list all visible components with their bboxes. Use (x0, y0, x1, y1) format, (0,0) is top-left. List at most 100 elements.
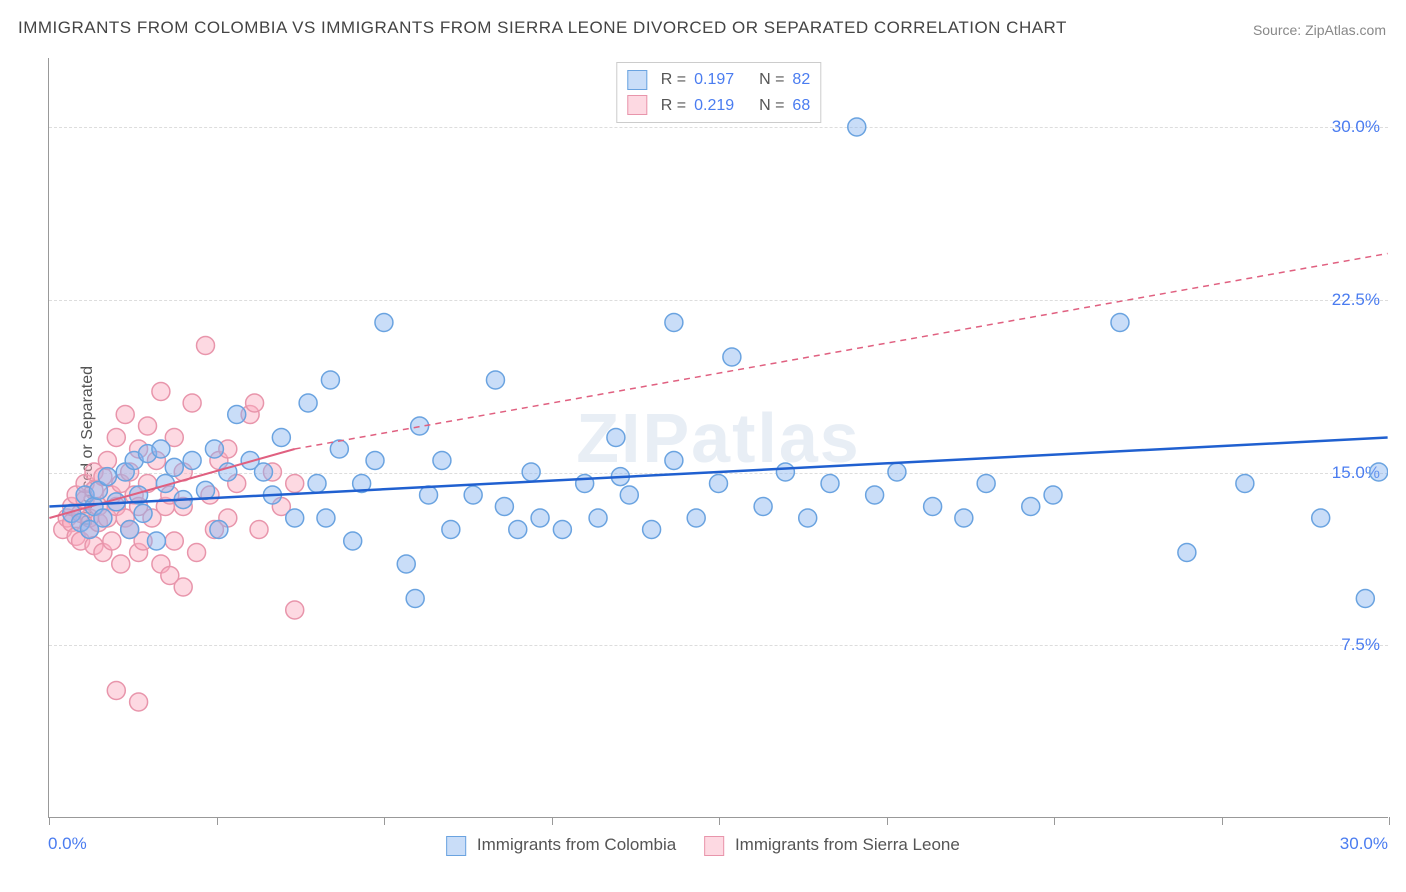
x-tick (384, 817, 385, 825)
scatter-point (250, 521, 268, 539)
scatter-point (197, 481, 215, 499)
scatter-point (955, 509, 973, 527)
scatter-point (486, 371, 504, 389)
legend-item-colombia: Immigrants from Colombia (446, 835, 676, 856)
scatter-point (776, 463, 794, 481)
chart-title: IMMIGRANTS FROM COLOMBIA VS IMMIGRANTS F… (18, 18, 1067, 38)
scatter-point (531, 509, 549, 527)
scatter-point (308, 475, 326, 493)
scatter-point (643, 521, 661, 539)
scatter-point (821, 475, 839, 493)
scatter-point (397, 555, 415, 573)
scatter-point (228, 406, 246, 424)
x-axis-min: 0.0% (48, 834, 87, 854)
scatter-point (255, 463, 273, 481)
scatter-point (924, 498, 942, 516)
scatter-point (866, 486, 884, 504)
legend-item-sierra: Immigrants from Sierra Leone (704, 835, 960, 856)
scatter-point (116, 406, 134, 424)
stats-legend: R = 0.197 N = 82 R = 0.219 N = 68 (616, 62, 821, 123)
scatter-point (246, 394, 264, 412)
plot-area: ZIPatlas 7.5%15.0%22.5%30.0% R = 0.197 N… (48, 58, 1388, 818)
scatter-point (286, 601, 304, 619)
scatter-point (375, 314, 393, 332)
scatter-point (1178, 544, 1196, 562)
n-value-sierra: 68 (792, 93, 810, 119)
scatter-point (509, 521, 527, 539)
scatter-point (286, 509, 304, 527)
scatter-point (553, 521, 571, 539)
scatter-point (183, 452, 201, 470)
scatter-point (1312, 509, 1330, 527)
scatter-point (321, 371, 339, 389)
swatch-sierra (627, 95, 647, 115)
scatter-point (366, 452, 384, 470)
r-label: R = (661, 93, 686, 119)
scatter-point (286, 475, 304, 493)
scatter-point (107, 429, 125, 447)
scatter-point (299, 394, 317, 412)
series-legend: Immigrants from Colombia Immigrants from… (446, 835, 960, 856)
n-label: N = (759, 67, 784, 93)
scatter-point (188, 544, 206, 562)
scatter-point (522, 463, 540, 481)
scatter-point (495, 498, 513, 516)
legend-label-colombia: Immigrants from Colombia (477, 835, 676, 854)
n-label: N = (759, 93, 784, 119)
x-tick (552, 817, 553, 825)
scatter-point (464, 486, 482, 504)
scatter-point (754, 498, 772, 516)
scatter-point (165, 532, 183, 550)
scatter-point (121, 521, 139, 539)
r-value-sierra: 0.219 (694, 93, 734, 119)
scatter-point (147, 532, 165, 550)
scatter-point (107, 682, 125, 700)
scatter-point (134, 504, 152, 522)
scatter-point (197, 337, 215, 355)
scatter-point (1370, 463, 1388, 481)
trend-line (49, 438, 1387, 507)
scatter-point (799, 509, 817, 527)
scatter-point (139, 417, 157, 435)
x-tick (719, 817, 720, 825)
scatter-point (848, 118, 866, 136)
scatter-point (420, 486, 438, 504)
scatter-point (130, 693, 148, 711)
scatter-point (112, 555, 130, 573)
scatter-point (161, 567, 179, 585)
scatter-point (98, 468, 116, 486)
scatter-point (977, 475, 995, 493)
scatter-point (433, 452, 451, 470)
scatter-point (1356, 590, 1374, 608)
scatter-point (344, 532, 362, 550)
scatter-point (710, 475, 728, 493)
scatter-point (589, 509, 607, 527)
stats-row-sierra: R = 0.219 N = 68 (627, 93, 810, 119)
scatter-point (576, 475, 594, 493)
scatter-point (888, 463, 906, 481)
x-tick (217, 817, 218, 825)
x-tick (1222, 817, 1223, 825)
scatter-point (317, 509, 335, 527)
r-value-colombia: 0.197 (694, 67, 734, 93)
chart-svg (49, 58, 1388, 817)
scatter-point (1236, 475, 1254, 493)
swatch-colombia (627, 70, 647, 90)
scatter-point (665, 452, 683, 470)
scatter-point (152, 383, 170, 401)
scatter-point (620, 486, 638, 504)
x-tick (49, 817, 50, 825)
scatter-point (665, 314, 683, 332)
source-label: Source: ZipAtlas.com (1253, 22, 1386, 38)
scatter-point (183, 394, 201, 412)
r-label: R = (661, 67, 686, 93)
stats-row-colombia: R = 0.197 N = 82 (627, 67, 810, 93)
scatter-point (607, 429, 625, 447)
n-value-colombia: 82 (792, 67, 810, 93)
scatter-point (1044, 486, 1062, 504)
x-tick (887, 817, 888, 825)
x-tick (1054, 817, 1055, 825)
x-tick (1389, 817, 1390, 825)
scatter-point (406, 590, 424, 608)
scatter-point (94, 509, 112, 527)
